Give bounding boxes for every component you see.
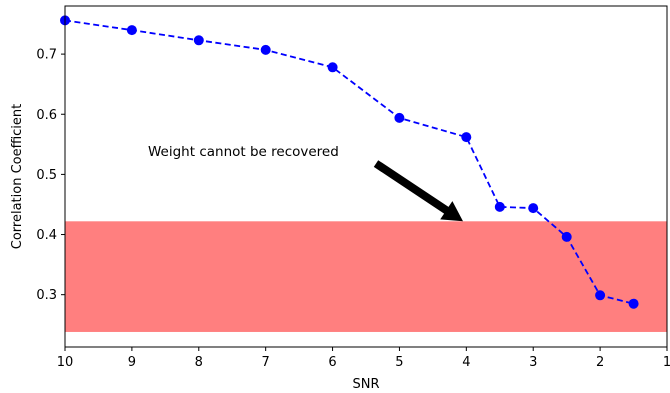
data-point — [628, 298, 639, 309]
data-point — [327, 62, 338, 73]
data-point — [595, 290, 606, 301]
x-tick-label: 2 — [596, 355, 604, 370]
x-tick-label: 8 — [195, 355, 203, 370]
data-point — [260, 44, 271, 55]
series-marker-layer — [60, 15, 639, 309]
x-tick-label: 6 — [328, 355, 336, 370]
x-tick-label: 9 — [128, 355, 136, 370]
shaded-band-layer — [65, 221, 667, 332]
x-tick-label: 7 — [262, 355, 270, 370]
y-tick-label: 0.5 — [36, 168, 57, 183]
series-line — [64, 19, 634, 305]
x-axis-label: SNR — [352, 377, 379, 392]
plot-frame — [64, 5, 668, 348]
data-point — [528, 203, 539, 214]
y-tick-label: 0.7 — [36, 48, 57, 63]
x-tick-label: 1 — [663, 355, 670, 370]
data-point — [561, 231, 572, 242]
x-tick-label: 10 — [57, 355, 74, 370]
y-axis-ticks: 0.3 0.4 0.5 0.6 0.7 — [36, 48, 65, 303]
x-axis-ticks: 10 9 8 7 6 5 4 3 2 1 — [57, 347, 670, 370]
y-tick-label: 0.4 — [36, 228, 57, 243]
annotation-text: Weight cannot be recovered — [148, 144, 339, 160]
data-point — [461, 132, 472, 143]
data-point — [126, 25, 137, 36]
shaded-band — [65, 221, 667, 332]
x-tick-label: 4 — [462, 355, 470, 370]
y-axis-label: Correlation Coefficient — [10, 104, 25, 250]
y-tick-label: 0.6 — [36, 108, 57, 123]
y-tick-label: 0.3 — [36, 288, 57, 303]
annotation-arrow — [373, 160, 463, 222]
data-point — [394, 112, 405, 123]
data-point — [494, 201, 505, 212]
series-line-layer — [64, 19, 634, 305]
x-tick-label: 3 — [529, 355, 537, 370]
data-point — [193, 35, 204, 46]
x-tick-label: 5 — [395, 355, 403, 370]
annotation-arrow-layer — [373, 160, 463, 222]
